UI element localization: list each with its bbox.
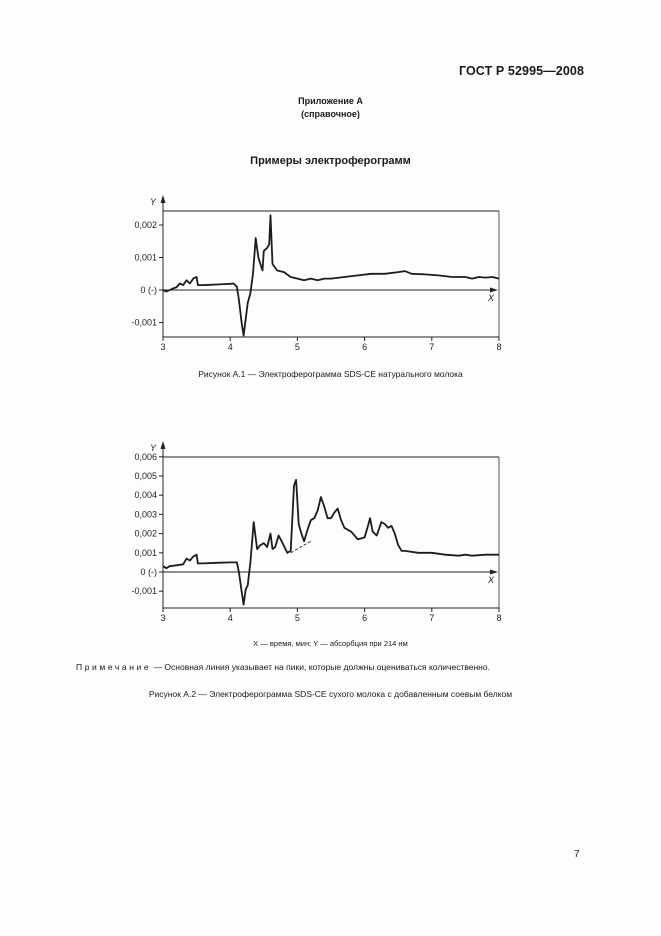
svg-text:6: 6 bbox=[362, 613, 367, 623]
chart2-plot: Y X 0,006 0,005 0,004 0,003 0,002 0,001 0 (-) -0,… bbox=[131, 441, 502, 623]
note-label: Примечание bbox=[76, 662, 152, 672]
svg-text:0,005: 0,005 bbox=[134, 471, 157, 481]
svg-text:7: 7 bbox=[429, 613, 434, 623]
svg-text:8: 8 bbox=[496, 613, 501, 623]
figure-a2-caption: Рисунок А.2 — Электроферограмма SDS-CE с… bbox=[148, 689, 513, 699]
svg-text:4: 4 bbox=[228, 342, 233, 352]
annex-title: Приложение А bbox=[298, 96, 363, 106]
svg-text:0 (-): 0 (-) bbox=[141, 285, 158, 295]
svg-text:-0,001: -0,001 bbox=[131, 586, 157, 596]
figure-a1-caption: Рисунок А.1 — Электроферограмма SDS-CE н… bbox=[198, 369, 463, 379]
svg-text:0,006: 0,006 bbox=[134, 452, 157, 462]
svg-text:-0,001: -0,001 bbox=[131, 318, 157, 328]
section-title: Примеры электроферограмм bbox=[250, 155, 411, 167]
svg-text:0,002: 0,002 bbox=[134, 220, 157, 230]
svg-text:0 (-): 0 (-) bbox=[141, 567, 158, 577]
page-number: 7 bbox=[574, 849, 580, 860]
svg-text:Y: Y bbox=[150, 197, 157, 207]
annex-heading: Приложение А (справочное) bbox=[0, 95, 661, 121]
svg-text:3: 3 bbox=[160, 342, 165, 352]
svg-text:0,001: 0,001 bbox=[134, 253, 157, 263]
svg-text:0,002: 0,002 bbox=[134, 529, 157, 539]
svg-text:Y: Y bbox=[150, 443, 157, 453]
svg-text:8: 8 bbox=[496, 342, 501, 352]
axis-legend: X — время, мин; Y — абсорбция при 214 нм bbox=[253, 639, 408, 648]
svg-text:5: 5 bbox=[295, 613, 300, 623]
svg-text:X: X bbox=[487, 575, 495, 585]
note: Примечание — Основная линия указывает на… bbox=[76, 662, 490, 672]
svg-text:6: 6 bbox=[362, 342, 367, 352]
svg-text:3: 3 bbox=[160, 613, 165, 623]
svg-text:7: 7 bbox=[429, 342, 434, 352]
standard-number: ГОСТ Р 52995—2008 bbox=[458, 64, 584, 78]
svg-text:X: X bbox=[487, 293, 495, 303]
svg-text:4: 4 bbox=[228, 613, 233, 623]
svg-text:0,001: 0,001 bbox=[134, 548, 157, 558]
svg-text:5: 5 bbox=[295, 342, 300, 352]
svg-text:0,003: 0,003 bbox=[134, 509, 157, 519]
note-text: — Основная линия указывает на пики, кото… bbox=[151, 662, 490, 672]
annex-subtitle: (справочное) bbox=[301, 109, 360, 119]
svg-text:0,004: 0,004 bbox=[134, 490, 157, 500]
chart1-plot: Y X 0,002 0,001 0 (-) -0,001 3 4 5 6 7 8 bbox=[131, 195, 502, 352]
